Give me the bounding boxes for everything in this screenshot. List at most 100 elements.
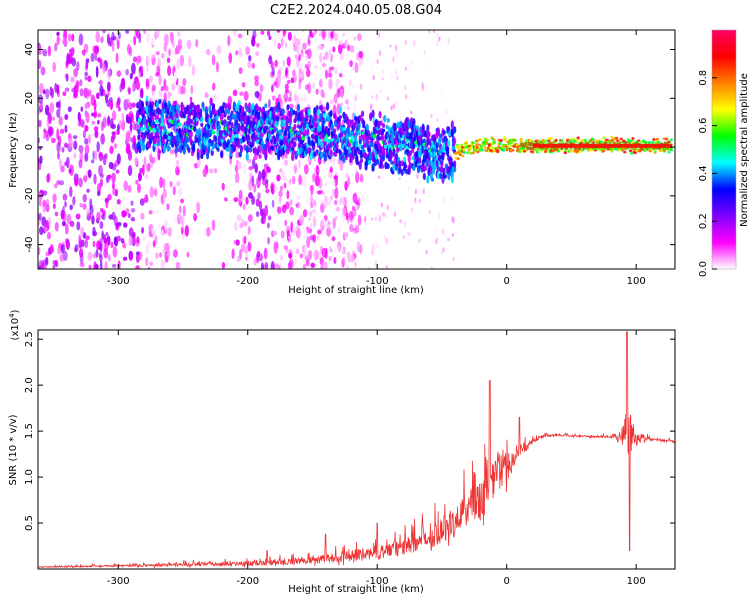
heatmap-cell — [455, 151, 459, 155]
heatmap-cell — [102, 30, 106, 34]
heatmap-cell — [92, 253, 97, 259]
heatmap-cell — [334, 216, 338, 221]
heatmap-cell — [436, 128, 440, 136]
heatmap-cell — [436, 39, 439, 47]
heatmap-cell — [310, 185, 314, 196]
heatmap-cell — [248, 55, 252, 62]
heatmap-cell — [315, 88, 319, 95]
heatmap-cell — [67, 33, 72, 42]
heatmap-cell — [182, 78, 187, 87]
x-tick-label: -200 — [236, 276, 259, 287]
heatmap-cell — [46, 231, 52, 240]
heatmap-cell — [264, 103, 268, 109]
heatmap-cell — [253, 183, 257, 193]
heatmap-cell — [72, 196, 76, 206]
heatmap-cell — [303, 163, 309, 175]
y-tick-label: 1.5 — [24, 423, 35, 439]
heatmap-cell — [78, 234, 82, 246]
heatmap-cell — [69, 204, 73, 211]
spectrogram-panel: -300 -200 -100 0 100 40 20 0 -20 -40 Height of st… — [8, 29, 676, 296]
heatmap-cell — [278, 196, 282, 204]
heatmap-cell — [91, 159, 95, 164]
heatmap-cell — [88, 264, 92, 269]
heatmap-cell — [312, 82, 315, 89]
heatmap-cell — [42, 89, 46, 95]
heatmap-cell — [171, 41, 176, 48]
heatmap-cell — [321, 62, 327, 68]
heatmap-cell — [452, 257, 455, 262]
heatmap-cell — [270, 260, 275, 269]
heatmap-cell — [148, 240, 152, 248]
heatmap-cell — [97, 113, 102, 118]
heatmap-cell — [638, 149, 642, 153]
heatmap-cell — [631, 136, 635, 140]
heatmap-cell — [59, 128, 65, 134]
heatmap-cell — [296, 124, 301, 129]
heatmap-cell — [188, 55, 192, 68]
heatmap-cell — [271, 66, 275, 76]
heatmap-cell — [270, 61, 274, 70]
heatmap-cell — [64, 87, 70, 92]
heatmap-cell — [131, 102, 136, 108]
heatmap-cell — [303, 93, 306, 99]
heatmap-cell — [415, 125, 419, 131]
heatmap-cell — [276, 263, 279, 268]
heatmap-cell — [178, 128, 182, 134]
heatmap-cell — [55, 101, 61, 109]
heatmap-cell — [254, 90, 260, 98]
heatmap-cell — [192, 143, 196, 152]
heatmap-cell — [276, 30, 281, 33]
x-tick-label: 100 — [627, 576, 646, 587]
heatmap-cell — [235, 50, 239, 56]
heatmap-cell — [317, 44, 320, 49]
heatmap-cell — [127, 102, 133, 110]
heatmap-cell — [146, 163, 151, 172]
heatmap-cell — [251, 195, 256, 206]
heatmap-cell — [244, 126, 248, 136]
heatmap-cell — [182, 114, 186, 119]
heatmap-cell — [219, 150, 224, 159]
heatmap-cell — [89, 198, 93, 210]
heatmap-cell — [191, 64, 196, 77]
heatmap-cell — [238, 67, 243, 75]
heatmap-cell — [390, 160, 394, 165]
heatmap-cell — [342, 247, 346, 254]
heatmap-cell — [145, 78, 150, 87]
heatmap-cell — [46, 173, 50, 183]
snr-frame — [37, 329, 676, 570]
heatmap-cell — [43, 227, 48, 232]
heatmap-cell — [87, 169, 92, 179]
heatmap-cell — [377, 120, 381, 126]
heatmap-cell — [64, 113, 69, 121]
heatmap-cell — [162, 177, 166, 190]
heatmap-cell — [157, 107, 161, 116]
heatmap-cell — [520, 149, 524, 153]
heatmap-cell — [316, 47, 319, 52]
heatmap-cell — [248, 192, 253, 199]
heatmap-cell — [304, 256, 308, 262]
heatmap-cell — [651, 141, 655, 144]
heatmap-cell — [99, 259, 103, 269]
heatmap-cell — [221, 262, 226, 269]
heatmap-cell — [84, 152, 89, 162]
heatmap-cell — [107, 193, 112, 201]
heatmap-cell — [340, 66, 344, 74]
heatmap-cell — [99, 253, 103, 262]
heatmap-cell — [442, 247, 445, 253]
heatmap-cell — [80, 226, 85, 237]
heatmap-cell — [112, 131, 116, 141]
heatmap-cell — [71, 33, 75, 42]
heatmap-cell — [100, 207, 104, 213]
heatmap-cell — [317, 234, 320, 241]
heatmap-cell — [283, 182, 287, 189]
heatmap-cell — [145, 57, 148, 65]
heatmap-cell — [554, 138, 558, 142]
heatmap-cell — [38, 199, 42, 207]
heatmap-cell — [346, 266, 349, 269]
heatmap-cell — [117, 221, 122, 227]
heatmap-cell — [237, 123, 241, 132]
spectrogram-ylabel: Frequency (Hz) — [8, 112, 19, 188]
heatmap-cell — [151, 101, 155, 107]
heatmap-cell — [328, 115, 332, 121]
heatmap-cell — [190, 85, 194, 95]
